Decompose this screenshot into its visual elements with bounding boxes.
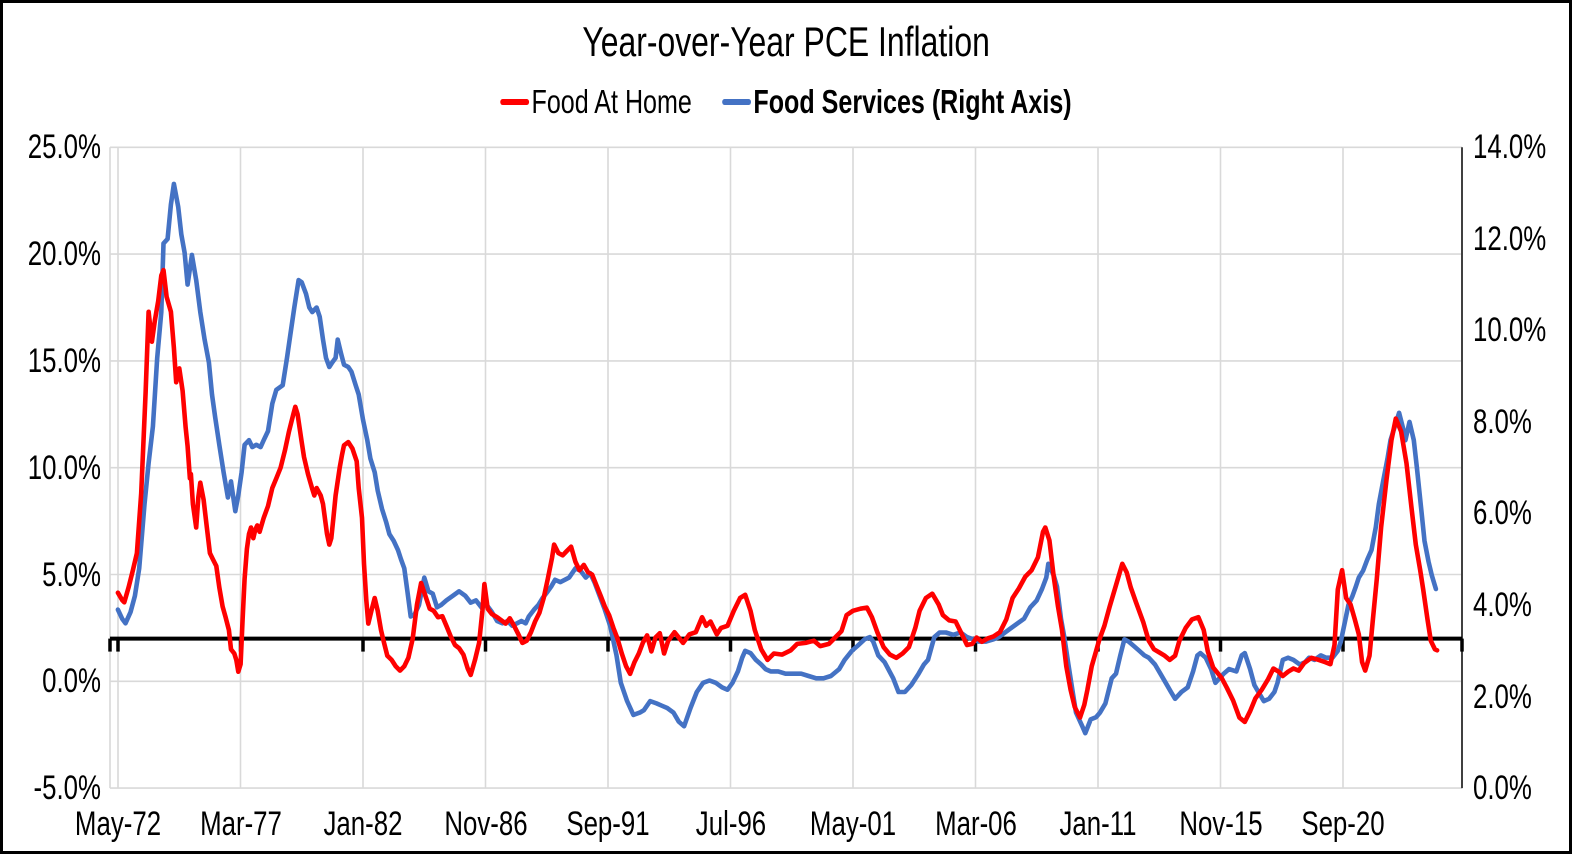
left-axis-tick-label: 15.0% — [27, 341, 101, 380]
chart-title: Year-over-Year PCE Inflation — [3, 19, 1569, 65]
food-services-swatch — [722, 99, 752, 105]
legend-label-food-at-home: Food At Home — [531, 83, 692, 120]
x-axis-tick-label: May-72 — [74, 805, 162, 843]
food-at-home-swatch — [500, 99, 530, 105]
x-axis-tick-label: Sep-91 — [566, 805, 650, 843]
left-axis-tick-label: 5.0% — [42, 555, 101, 594]
right-axis-tick-label: 10.0% — [1473, 311, 1547, 350]
x-axis-tick-label: May-01 — [809, 805, 897, 843]
x-axis-tick-label: Sep-20 — [1301, 805, 1385, 843]
x-axis-tick-label: Nov-15 — [1178, 805, 1263, 843]
x-axis-tick-label: Jan-11 — [1059, 805, 1137, 843]
right-axis-tick-label: 4.0% — [1473, 586, 1532, 625]
left-axis-tick-label: 25.0% — [27, 128, 101, 167]
legend-label-food-services: Food Services (Right Axis) — [753, 83, 1072, 120]
right-axis-tick-label: 14.0% — [1473, 128, 1547, 167]
legend: Food At Home Food Services (Right Axis) — [191, 83, 1381, 121]
right-axis-tick-label: 8.0% — [1473, 402, 1532, 441]
right-axis-tick-label: 6.0% — [1473, 494, 1532, 533]
right-axis-tick-label: 2.0% — [1473, 677, 1532, 716]
left-axis-tick-label: 20.0% — [27, 235, 101, 274]
plot-area — [108, 146, 1464, 789]
x-axis-tick-label: Mar-77 — [199, 805, 282, 843]
left-axis-tick-label: 10.0% — [27, 448, 101, 487]
x-axis-tick-label: Jul-96 — [695, 805, 766, 843]
x-axis-tick-label: Mar-06 — [934, 805, 1017, 843]
food-at-home-line — [115, 267, 1440, 725]
left-axis-tick-label: -5.0% — [33, 769, 101, 808]
chart-title-text: Year-over-Year PCE Inflation — [582, 18, 990, 65]
right-axis-tick-label: 12.0% — [1473, 219, 1547, 258]
right-axis-tick-label: 0.0% — [1473, 769, 1532, 808]
x-axis-tick-label: Jan-82 — [323, 805, 403, 843]
x-axis-tick-label: Nov-86 — [443, 805, 528, 843]
legend-item-food-at-home[interactable]: Food At Home — [500, 83, 692, 121]
legend-item-food-services[interactable]: Food Services (Right Axis) — [722, 83, 1072, 121]
food-services-line — [115, 181, 1439, 736]
left-axis-tick-label: 0.0% — [42, 662, 101, 701]
